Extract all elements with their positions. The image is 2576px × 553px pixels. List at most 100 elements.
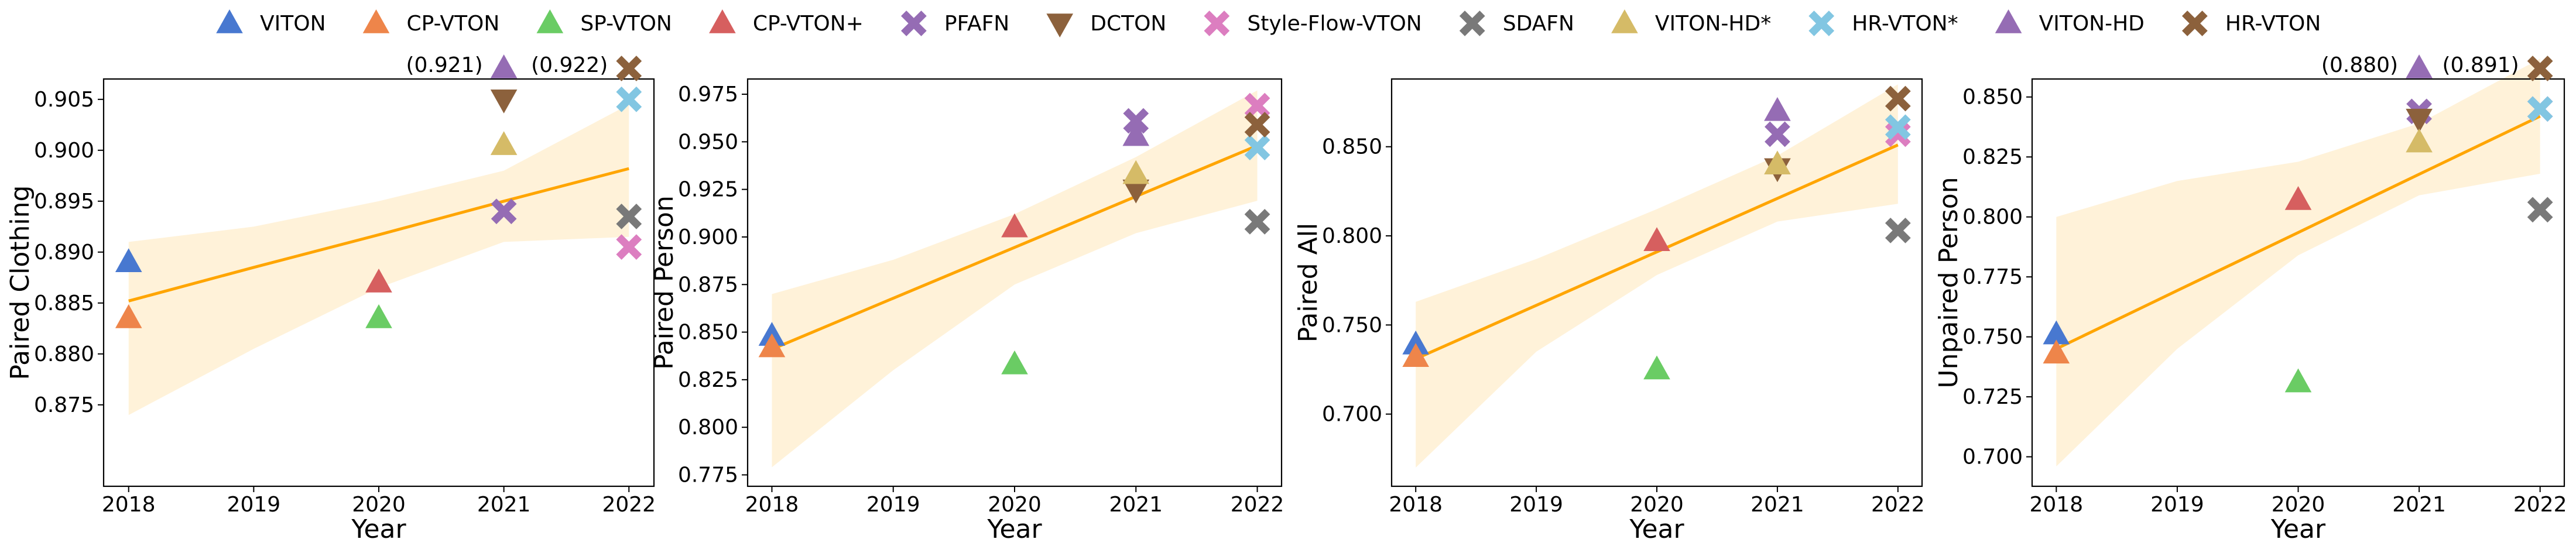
- x-tick-label: 2018: [745, 493, 799, 517]
- data-point: [490, 90, 518, 114]
- x-tick-label: 2018: [102, 493, 156, 517]
- data-point: [2527, 197, 2553, 223]
- y-tick-label: 0.800: [1962, 205, 2023, 229]
- y-axis-label: Paired Clothing: [5, 186, 35, 380]
- data-point: [616, 234, 642, 260]
- data-point: [616, 204, 642, 229]
- data-point: [2406, 108, 2433, 133]
- data-point: [2406, 54, 2433, 78]
- x-tick-label: 2020: [2272, 493, 2325, 517]
- y-tick-label: 0.800: [1322, 224, 1382, 248]
- data-point: [1244, 209, 1270, 235]
- y-tick-label: 0.900: [678, 225, 738, 249]
- y-tick-label: 0.725: [1962, 385, 2023, 409]
- y-tick-label: 0.750: [1322, 313, 1382, 337]
- x-tick-label: 2019: [1509, 493, 1563, 517]
- data-point: [2406, 128, 2433, 153]
- x-tick-label: 2019: [866, 493, 920, 517]
- x-axis-label: Year: [986, 514, 1042, 544]
- x-tick-label: 2022: [1871, 493, 1925, 517]
- y-tick-label: 0.850: [1322, 135, 1382, 159]
- data-point: [365, 304, 392, 328]
- y-axis-label: Paired All: [1293, 223, 1323, 342]
- data-point: [1764, 97, 1791, 121]
- x-tick-label: 2020: [988, 493, 1042, 517]
- data-point: [1001, 350, 1028, 375]
- data-point: [1122, 160, 1150, 184]
- legend-marker: [709, 9, 736, 33]
- legend-marker: [216, 9, 243, 33]
- legend-label: SDAFN: [1503, 12, 1574, 36]
- data-point: [1885, 85, 1911, 112]
- y-tick-label: 0.975: [678, 83, 738, 107]
- x-tick-label: 2022: [602, 493, 656, 517]
- y-tick-label: 0.775: [1962, 265, 2023, 289]
- off-scale-label: (0.922): [531, 53, 608, 77]
- y-tick-label: 0.925: [678, 178, 738, 202]
- y-tick-label: 0.905: [34, 88, 94, 112]
- x-tick-label: 2021: [2392, 493, 2446, 517]
- legend-marker: [362, 9, 390, 33]
- x-tick-label: 2022: [1231, 493, 1284, 517]
- data-point: [115, 304, 142, 328]
- legend-marker: [1611, 9, 1638, 33]
- regression-line: [128, 167, 629, 303]
- legend-label: VITON-HD*: [1655, 12, 1771, 36]
- y-tick-label: 0.895: [34, 190, 94, 214]
- data-point: [1885, 218, 1911, 243]
- x-axis-label: Year: [1629, 514, 1684, 544]
- x-tick-label: 2021: [477, 493, 531, 517]
- data-point: [2527, 56, 2553, 81]
- legend-marker: [536, 9, 564, 33]
- y-tick-label: 0.885: [34, 291, 94, 315]
- y-axis-label: Unpaired Person: [1934, 177, 1964, 388]
- data-point: [2284, 186, 2312, 210]
- data-point: [2527, 96, 2553, 122]
- confidence-band: [128, 104, 629, 415]
- regression-line: [771, 144, 1258, 351]
- data-point: [2043, 320, 2070, 345]
- y-axis-label: Paired Person: [649, 195, 679, 370]
- legend-label: HR-VTON: [2225, 12, 2321, 36]
- y-tick-label: 0.875: [678, 273, 738, 297]
- x-axis-label: Year: [351, 514, 406, 544]
- data-point: [1885, 114, 1911, 140]
- data-point: [115, 248, 142, 272]
- data-point: [1764, 150, 1791, 175]
- data-point: [1765, 121, 1790, 147]
- legend-label: DCTON: [1090, 12, 1166, 36]
- y-tick-label: 0.800: [678, 415, 738, 439]
- regression-line: [2056, 115, 2541, 351]
- legend-label: PFAFN: [944, 12, 1009, 36]
- y-tick-label: 0.850: [1962, 85, 2023, 109]
- data-point: [758, 333, 786, 358]
- data-point: [1643, 227, 1670, 251]
- legend-label: SP-VTON: [580, 12, 672, 36]
- legend-label: VITON: [260, 12, 326, 36]
- x-tick-label: 2020: [352, 493, 406, 517]
- off-scale-label: (0.921): [406, 53, 482, 77]
- legend-label: VITON-HD: [2039, 12, 2145, 36]
- off-scale-label: (0.880): [2321, 53, 2398, 77]
- x-tick-label: 2018: [2030, 493, 2084, 517]
- confidence-band: [1416, 84, 1898, 468]
- regression-line: [1415, 143, 1899, 360]
- data-point: [1402, 330, 1429, 355]
- x-tick-label: 2021: [1109, 493, 1163, 517]
- data-point: [1885, 121, 1911, 147]
- y-tick-label: 0.700: [1322, 403, 1382, 427]
- y-tick-label: 0.850: [678, 321, 738, 345]
- confidence-band: [2056, 59, 2540, 466]
- data-point: [365, 269, 392, 293]
- data-point: [1402, 343, 1429, 367]
- y-tick-label: 0.890: [34, 241, 94, 265]
- data-point: [1122, 122, 1150, 146]
- y-tick-label: 0.880: [34, 342, 94, 366]
- data-point: [1244, 112, 1270, 138]
- data-point: [2043, 339, 2070, 364]
- y-tick-label: 0.775: [678, 463, 738, 487]
- x-axis-label: Year: [2270, 514, 2326, 544]
- data-point: [490, 54, 518, 78]
- x-tick-label: 2021: [1751, 493, 1804, 517]
